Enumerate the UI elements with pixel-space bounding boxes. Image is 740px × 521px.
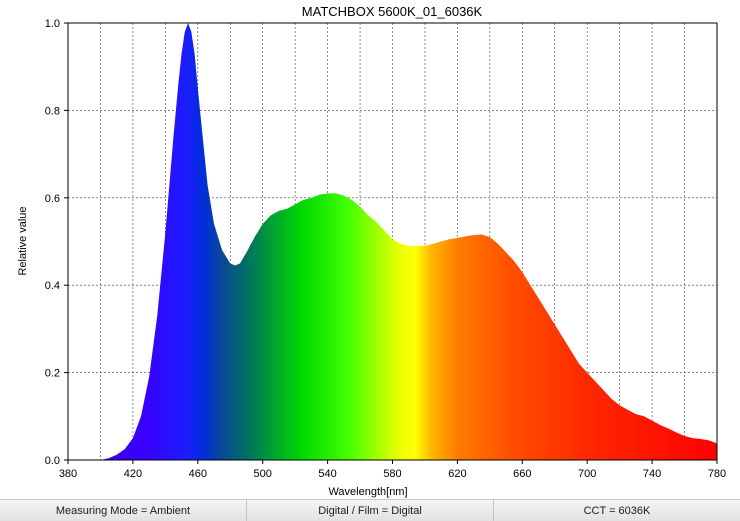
x-tick-label: 780	[708, 468, 726, 480]
x-tick-label: 700	[578, 468, 596, 480]
chart-title: MATCHBOX 5600K_01_6036K	[302, 4, 483, 19]
status-bar: Measuring Mode = Ambient Digital / Film …	[0, 499, 740, 521]
x-tick-label: 580	[383, 468, 401, 480]
x-tick-label: 500	[254, 468, 272, 480]
x-axis-label: Wavelength[nm]	[328, 486, 407, 498]
x-tick-label: 660	[513, 468, 531, 480]
y-tick-label: 0.4	[45, 280, 60, 292]
y-tick-label: 0.2	[45, 368, 60, 380]
digital-film-status: Digital / Film = Digital	[247, 500, 494, 521]
x-tick-label: 540	[318, 468, 336, 480]
x-tick-label: 420	[124, 468, 142, 480]
x-tick-label: 460	[189, 468, 207, 480]
measuring-mode-status: Measuring Mode = Ambient	[0, 500, 247, 521]
spectrum-area	[68, 23, 717, 460]
tick-labels: 380 420 460 500 540 580 620 660 700 740 780 0.0 0.2 0…	[45, 18, 726, 480]
y-tick-label: 0.0	[45, 455, 60, 467]
spectrum-chart: 380 420 460 500 540 580 620 660 700 740 780 0.0 0.2 0…	[17, 4, 726, 498]
x-tick-label: 380	[59, 468, 77, 480]
plot-frame	[67, 22, 718, 461]
cct-status: CCT = 6036K	[494, 500, 740, 521]
y-tick-label: 1.0	[45, 18, 60, 30]
y-axis-label: Relative value	[17, 206, 29, 275]
x-tick-label: 740	[643, 468, 661, 480]
y-tick-label: 0.8	[45, 105, 60, 117]
x-tick-label: 620	[448, 468, 466, 480]
y-tick-label: 0.6	[45, 193, 60, 205]
